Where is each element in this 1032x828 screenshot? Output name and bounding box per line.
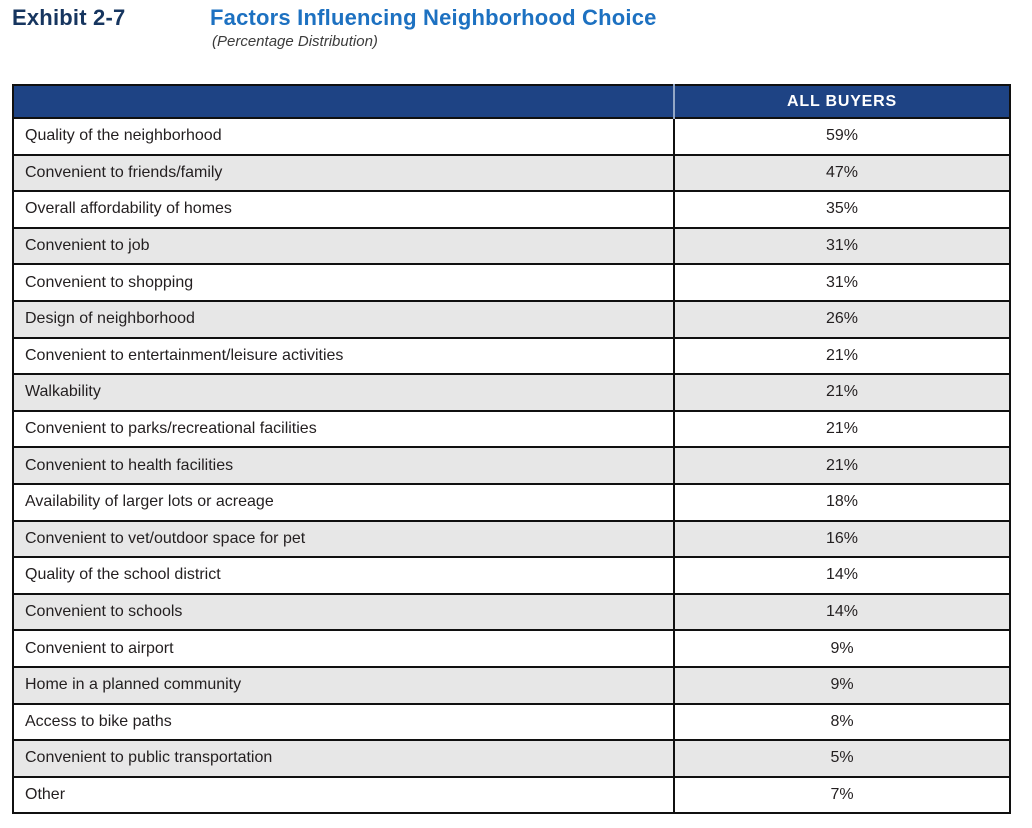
factor-value: 35% (673, 190, 1010, 228)
table-row: Convenient to shopping 31% (13, 263, 1010, 301)
factor-value: 47% (673, 153, 1010, 192)
factor-value: 21% (673, 373, 1010, 411)
table-row: Convenient to parks/recreational facilit… (13, 409, 1010, 448)
factor-value: 14% (673, 556, 1010, 594)
factor-label: Availability of larger lots or acreage (13, 482, 674, 521)
table-row: Convenient to public transportation 5% (13, 739, 1010, 777)
factor-label: Convenient to health facilities (13, 446, 674, 484)
factor-value: 26% (673, 299, 1010, 338)
table-row: Home in a planned community 9% (13, 665, 1010, 704)
table-row: Access to bike paths 8% (13, 702, 1010, 741)
table-row: Convenient to health facilities 21% (13, 446, 1010, 484)
table-row: Other 7% (13, 775, 1010, 814)
exhibit-subtitle: (Percentage Distribution) (212, 33, 378, 50)
factor-label: Quality of the school district (13, 556, 674, 594)
factor-value: 14% (673, 592, 1010, 631)
factor-label: Quality of the neighborhood (13, 117, 674, 155)
factor-label: Convenient to vet/outdoor space for pet (13, 519, 674, 558)
factor-value: 9% (673, 665, 1010, 704)
factor-value: 21% (673, 336, 1010, 375)
factor-label: Access to bike paths (13, 702, 674, 741)
factor-value: 18% (673, 482, 1010, 521)
factor-value: 8% (673, 702, 1010, 741)
exhibit-title: Factors Influencing Neighborhood Choice (210, 5, 657, 30)
factors-table: ALL BUYERS Quality of the neighborhood 59… (12, 84, 1011, 815)
factor-label: Convenient to public transportation (13, 739, 674, 777)
factor-label: Convenient to entertainment/leisure acti… (13, 336, 674, 375)
factor-value: 9% (673, 629, 1010, 667)
factor-label: Convenient to airport (13, 629, 674, 667)
factor-label: Design of neighborhood (13, 299, 674, 338)
factor-value: 5% (673, 739, 1010, 777)
factor-label: Convenient to parks/recreational facilit… (13, 409, 674, 448)
factor-label: Overall affordability of homes (13, 190, 674, 228)
table-row: Overall affordability of homes 35% (13, 190, 1010, 228)
factor-value: 16% (673, 519, 1010, 558)
factor-value: 31% (673, 263, 1010, 301)
factor-label: Home in a planned community (13, 665, 674, 704)
table-row: Quality of the school district 14% (13, 556, 1010, 594)
table-row: Convenient to vet/outdoor space for pet 1… (13, 519, 1010, 558)
table-row: Walkability 21% (13, 373, 1010, 411)
factor-label: Other (13, 775, 674, 814)
factor-label: Convenient to friends/family (13, 153, 674, 192)
table-row: Convenient to entertainment/leisure acti… (13, 336, 1010, 375)
factor-value: 31% (673, 226, 1010, 265)
table-row: Convenient to schools 14% (13, 592, 1010, 631)
table-row: Availability of larger lots or acreage 18… (13, 482, 1010, 521)
table-row: Design of neighborhood 26% (13, 299, 1010, 338)
factor-label: Convenient to shopping (13, 263, 674, 301)
all-buyers-column-header: ALL BUYERS (673, 85, 1010, 118)
factor-label: Walkability (13, 373, 674, 411)
table-header-row: ALL BUYERS (13, 85, 1010, 118)
factor-value: 21% (673, 446, 1010, 484)
exhibit-number-label: Exhibit 2-7 (12, 5, 126, 30)
table-row: Quality of the neighborhood 59% (13, 117, 1010, 155)
table-row: Convenient to job 31% (13, 226, 1010, 265)
factor-column-header-empty (13, 85, 674, 118)
factor-value: 59% (673, 117, 1010, 155)
factor-label: Convenient to schools (13, 592, 674, 631)
table-row: Convenient to airport 9% (13, 629, 1010, 667)
factor-value: 7% (673, 775, 1010, 814)
table-row: Convenient to friends/family 47% (13, 153, 1010, 192)
factor-value: 21% (673, 409, 1010, 448)
factor-label: Convenient to job (13, 226, 674, 265)
